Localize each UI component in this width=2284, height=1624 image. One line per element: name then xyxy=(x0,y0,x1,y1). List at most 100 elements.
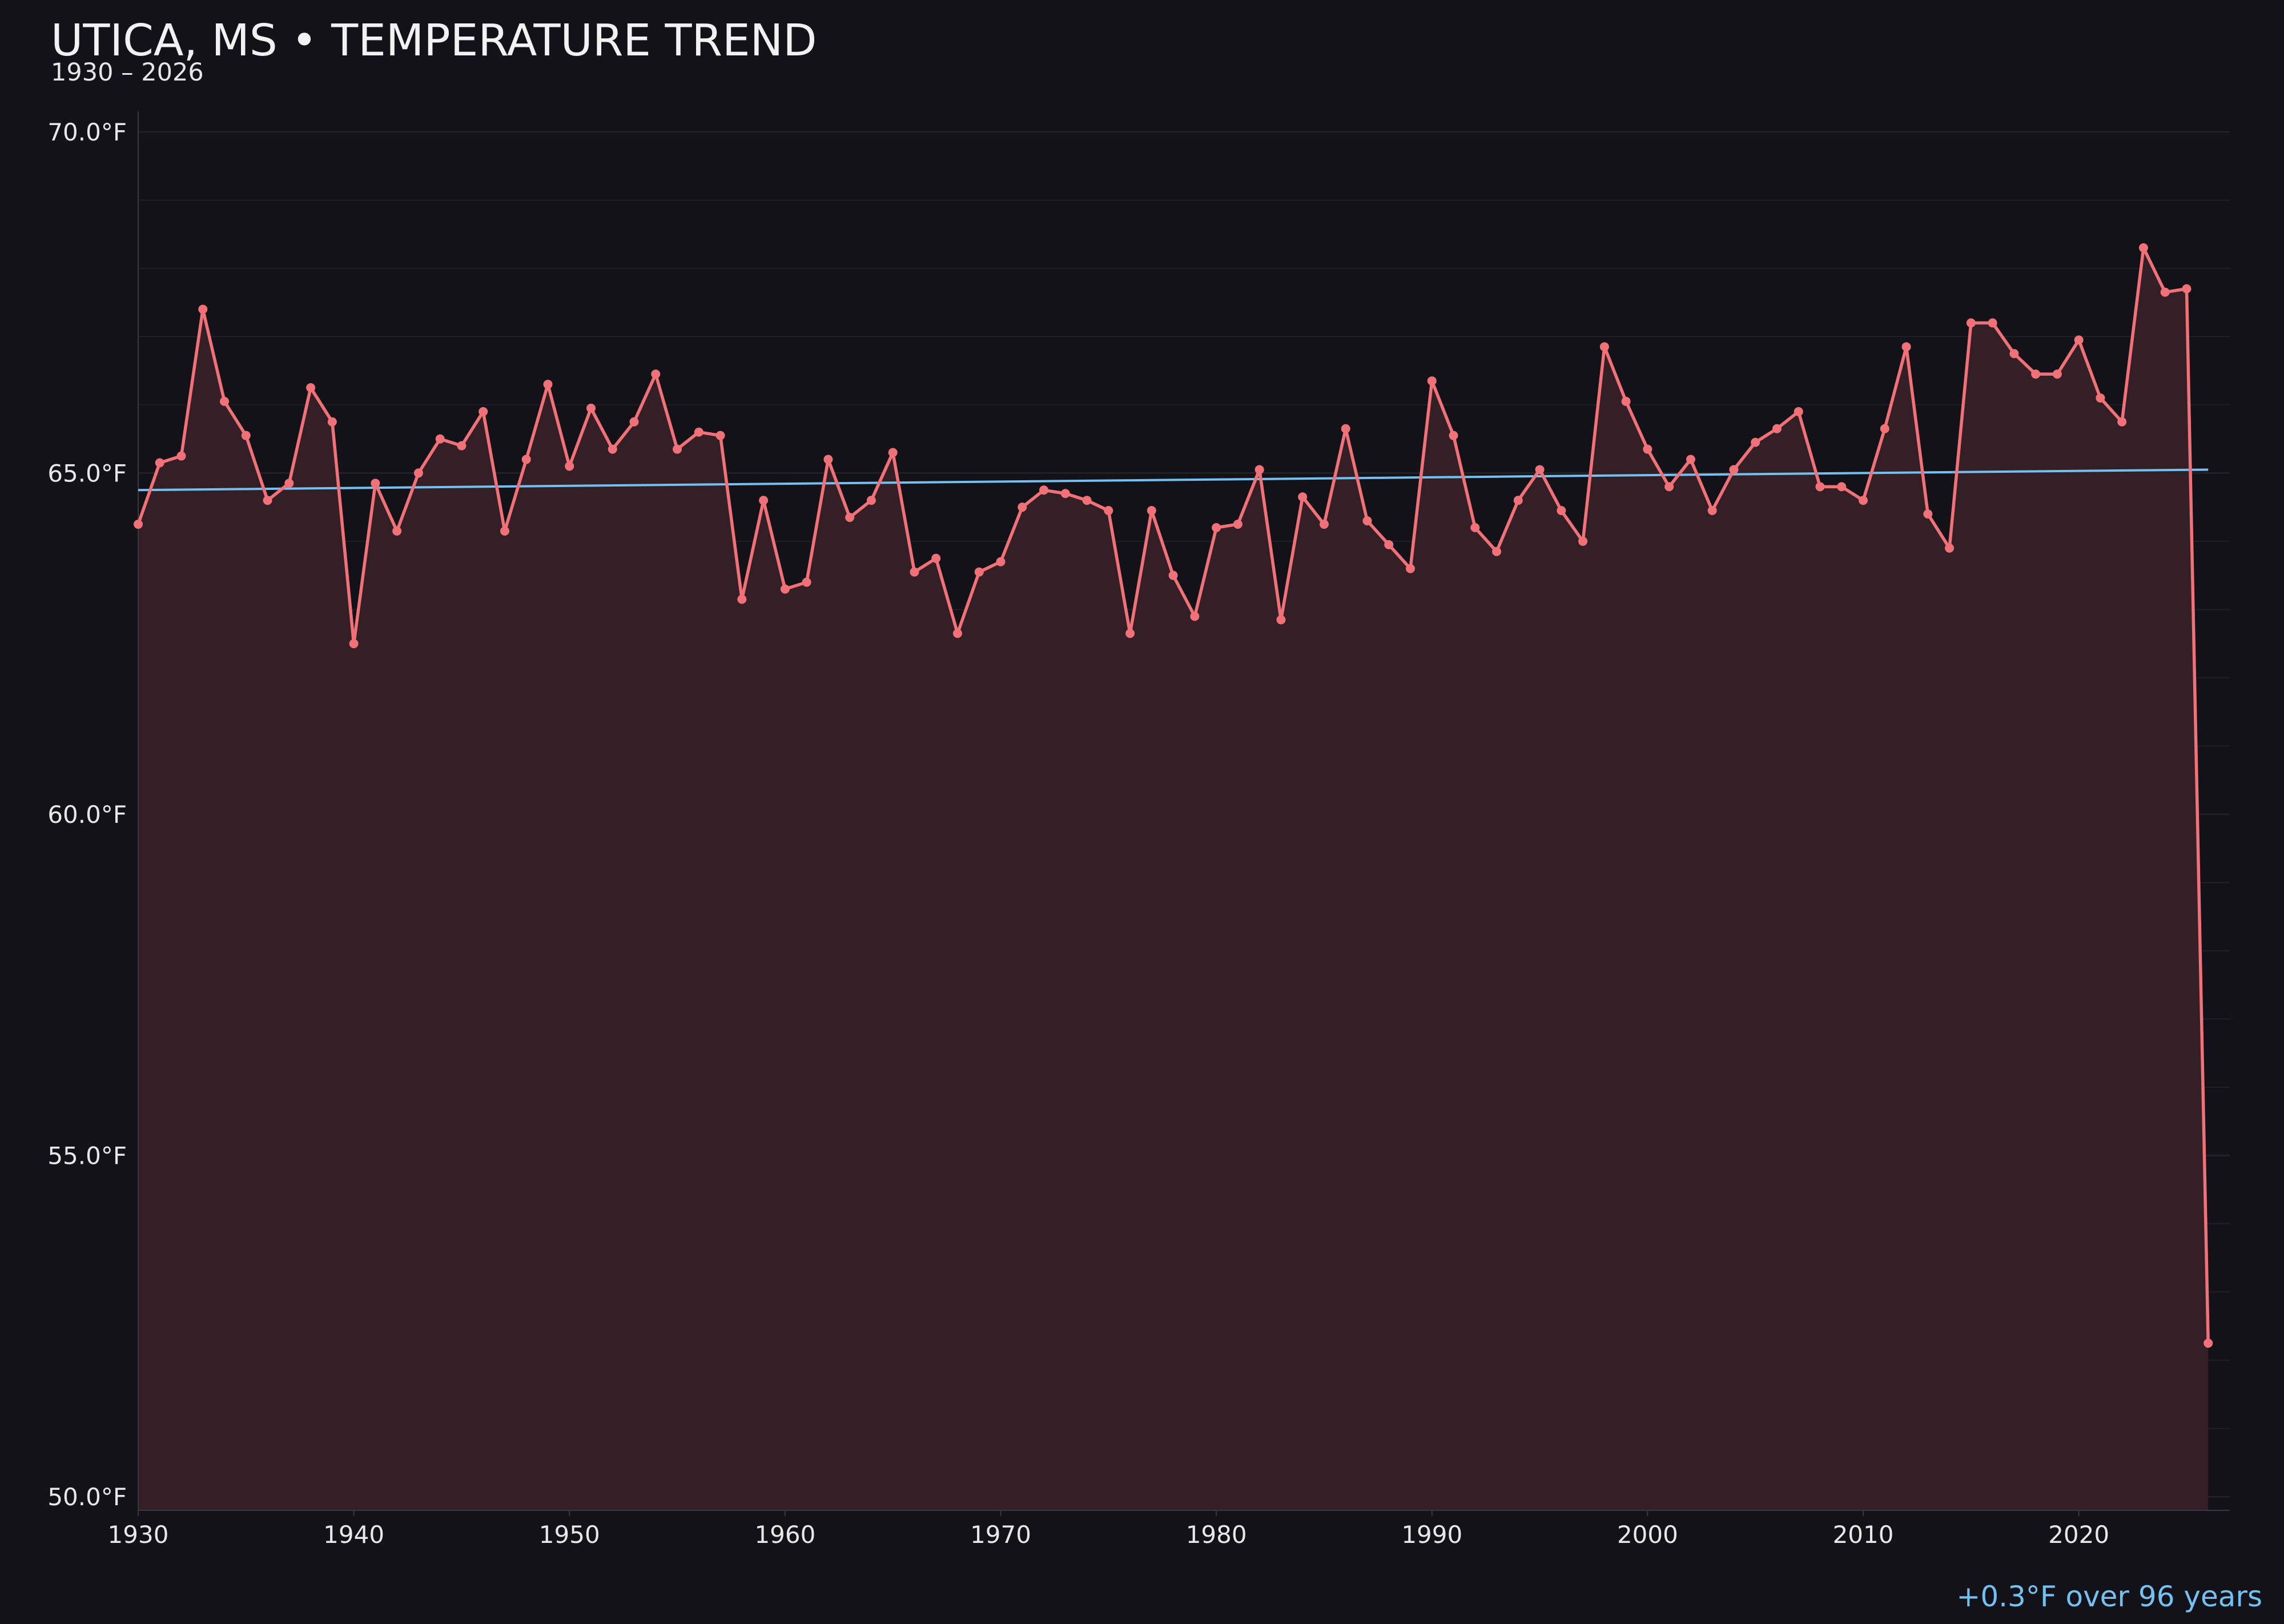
x-tick-label: 1930 xyxy=(108,1521,169,1549)
data-point xyxy=(715,431,725,440)
x-tick-label: 1960 xyxy=(754,1521,815,1549)
x-tick-label: 1980 xyxy=(1186,1521,1247,1549)
data-point xyxy=(1557,506,1566,516)
data-point xyxy=(1535,465,1545,475)
data-point xyxy=(565,461,574,471)
x-tick-label: 2010 xyxy=(1833,1521,1894,1549)
data-point xyxy=(1060,489,1070,499)
data-point xyxy=(241,431,251,440)
data-point xyxy=(220,396,230,406)
data-point xyxy=(1686,455,1695,464)
data-point xyxy=(1945,543,1955,553)
data-point xyxy=(1988,318,1997,328)
data-point xyxy=(435,434,445,444)
data-point xyxy=(1837,482,1847,492)
data-point xyxy=(952,629,962,638)
data-point xyxy=(2052,369,2062,379)
data-point xyxy=(371,479,380,488)
data-point xyxy=(866,496,876,505)
data-point xyxy=(327,417,337,427)
data-point xyxy=(500,526,509,536)
data-point xyxy=(2074,335,2084,345)
x-tick-label: 2000 xyxy=(1617,1521,1678,1549)
data-point xyxy=(1923,509,1933,519)
data-point xyxy=(1815,482,1825,492)
y-tick-label: 70.0°F xyxy=(47,118,127,146)
y-tick-label: 50.0°F xyxy=(47,1483,127,1511)
data-point xyxy=(306,383,316,393)
data-point xyxy=(2160,287,2170,297)
y-tick-label: 60.0°F xyxy=(47,801,127,829)
data-point xyxy=(1578,536,1588,546)
data-point xyxy=(457,441,467,451)
data-point xyxy=(155,458,164,468)
data-point xyxy=(823,455,833,464)
data-point xyxy=(134,520,143,529)
data-point xyxy=(673,444,682,454)
data-point xyxy=(1125,629,1135,638)
data-point xyxy=(1794,407,1803,416)
data-point xyxy=(2203,1338,2213,1348)
data-point xyxy=(1859,496,1868,505)
data-point xyxy=(1212,523,1221,533)
data-point xyxy=(1470,523,1480,533)
data-point xyxy=(586,403,596,413)
data-point xyxy=(1513,496,1523,505)
data-point xyxy=(1254,465,1264,475)
data-point xyxy=(1384,540,1394,549)
x-tick-label: 1990 xyxy=(1401,1521,1462,1549)
data-point xyxy=(1362,516,1372,526)
data-point xyxy=(1039,485,1049,495)
data-point xyxy=(608,444,617,454)
data-point xyxy=(1751,437,1760,447)
data-point xyxy=(1664,482,1674,492)
data-point xyxy=(521,455,531,464)
chart-subtitle: 1930 – 2026 xyxy=(51,58,204,87)
data-point xyxy=(1643,444,1652,454)
data-point xyxy=(2009,349,2019,359)
x-tick-labels: 1930 1940 1950 1960 1970 1980 1990 2000 2010 2020 xyxy=(108,1510,2109,1549)
data-point xyxy=(931,553,941,563)
data-point xyxy=(845,513,855,522)
data-point xyxy=(1168,570,1178,580)
data-points xyxy=(134,243,2213,1348)
data-point xyxy=(2182,284,2191,294)
data-point xyxy=(2031,369,2041,379)
data-point xyxy=(1772,424,1782,433)
data-point xyxy=(263,496,272,505)
data-point xyxy=(802,577,811,587)
data-point xyxy=(1319,520,1329,529)
x-tick-label: 1970 xyxy=(970,1521,1031,1549)
data-point xyxy=(1104,506,1113,516)
data-point xyxy=(1492,546,1502,556)
data-point xyxy=(1621,396,1631,406)
data-point xyxy=(349,639,359,649)
x-tick-label: 1940 xyxy=(323,1521,384,1549)
data-point xyxy=(2138,243,2148,253)
y-tick-label: 55.0°F xyxy=(47,1142,127,1170)
data-point xyxy=(1018,503,1027,512)
data-point xyxy=(413,468,423,478)
data-point xyxy=(2117,417,2127,427)
trend-line xyxy=(138,468,2209,492)
data-point xyxy=(1298,492,1308,502)
data-point xyxy=(1190,612,1200,621)
data-point xyxy=(651,369,661,379)
data-point xyxy=(1880,424,1889,433)
x-tick-label: 2020 xyxy=(2048,1521,2109,1549)
data-point xyxy=(780,584,790,594)
data-point xyxy=(974,567,984,577)
data-point xyxy=(996,557,1006,566)
data-point xyxy=(759,496,769,505)
temperature-area-fill xyxy=(138,248,2209,1510)
data-point xyxy=(198,304,208,314)
data-point xyxy=(694,427,703,437)
data-point xyxy=(888,448,898,457)
axes xyxy=(138,111,2230,1511)
data-point xyxy=(478,407,488,416)
y-tick-label: 65.0°F xyxy=(47,459,127,487)
data-point xyxy=(1449,431,1458,440)
data-point xyxy=(176,451,186,461)
